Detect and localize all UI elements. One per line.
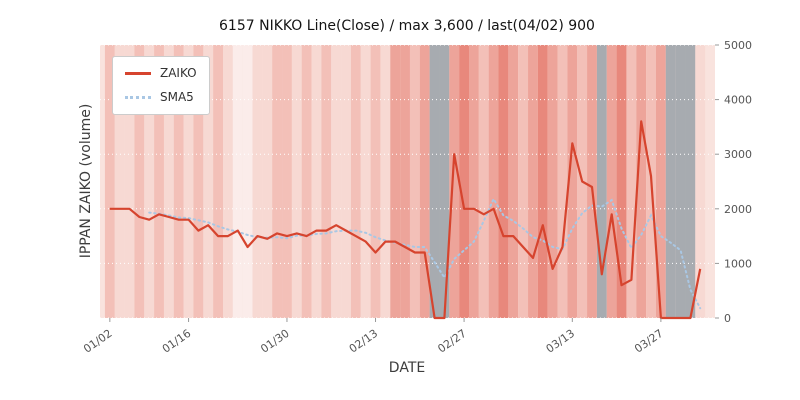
- day-band: [567, 45, 578, 318]
- day-band: [528, 45, 538, 318]
- day-band: [380, 45, 391, 318]
- gridlines: [100, 44, 715, 319]
- day-band: [695, 45, 706, 318]
- day-band: [213, 45, 223, 318]
- x-tick-label: 02/13: [347, 327, 380, 356]
- y-tick-label: 5000: [724, 39, 752, 52]
- day-band: [587, 45, 597, 318]
- sma5-line-swatch: [125, 95, 151, 99]
- day-band: [518, 45, 529, 318]
- day-band: [183, 45, 194, 318]
- x-tick-label: 03/27: [632, 327, 665, 356]
- day-band: [409, 45, 420, 318]
- day-band: [596, 45, 607, 318]
- day-band: [321, 45, 332, 318]
- day-band: [282, 45, 292, 318]
- day-band: [498, 45, 509, 318]
- day-band: [193, 45, 204, 318]
- day-band: [262, 45, 273, 318]
- day-band: [331, 45, 342, 318]
- legend: ZAIKO SMA5: [112, 56, 210, 115]
- day-band: [242, 45, 253, 318]
- day-band: [429, 45, 440, 318]
- y-tick-label: 1000: [724, 257, 752, 270]
- y-tick-label: 0: [724, 312, 731, 325]
- day-band: [685, 45, 696, 318]
- day-band: [154, 45, 164, 318]
- day-band: [508, 45, 519, 318]
- day-band: [350, 45, 361, 318]
- day-band: [478, 45, 489, 318]
- day-band: [311, 45, 322, 318]
- day-band: [419, 45, 430, 318]
- x-tick-label: 03/13: [544, 327, 577, 356]
- x-tick-label: 01/16: [160, 327, 193, 356]
- day-band: [291, 45, 302, 318]
- day-band: [626, 45, 637, 318]
- day-band: [301, 45, 312, 318]
- day-band: [144, 45, 155, 318]
- day-band: [459, 45, 469, 318]
- zaiko-line-swatch: [125, 71, 151, 75]
- day-band: [341, 45, 351, 318]
- sma5-line: [148, 196, 702, 310]
- x-tick-label: 01/02: [81, 327, 114, 356]
- day-band: [360, 45, 371, 318]
- day-band: [675, 45, 686, 318]
- day-band: [173, 45, 184, 318]
- day-band: [606, 45, 617, 318]
- x-axis-label: DATE: [388, 360, 426, 376]
- legend-label-zaiko: ZAIKO: [160, 66, 197, 80]
- day-band: [232, 45, 243, 318]
- chart-title: 6157 NIKKO Line(Close) / max 3,600 / las…: [219, 18, 595, 34]
- day-band: [252, 45, 263, 318]
- day-band: [114, 45, 125, 318]
- day-band: [390, 45, 401, 318]
- day-band: [400, 45, 410, 318]
- day-band: [655, 45, 666, 318]
- day-band: [104, 45, 115, 318]
- day-band: [163, 45, 174, 318]
- day-band: [557, 45, 568, 318]
- day-band: [370, 45, 381, 318]
- day-band: [547, 45, 558, 318]
- legend-item-zaiko: ZAIKO: [125, 66, 197, 80]
- day-band: [665, 45, 676, 318]
- y-tick-label: 4000: [724, 94, 752, 107]
- day-band: [439, 45, 450, 318]
- day-band: [616, 45, 627, 318]
- y-tick-label: 2000: [724, 203, 752, 216]
- day-band: [134, 45, 145, 318]
- day-band: [203, 45, 214, 318]
- day-band: [537, 45, 548, 318]
- day-band: [223, 45, 233, 318]
- legend-item-sma5: SMA5: [125, 90, 197, 104]
- x-tick-label: 01/30: [258, 327, 291, 356]
- day-band: [449, 45, 460, 318]
- day-band: [272, 45, 283, 318]
- y-axis-label: IPPAN ZAIKO (volume): [78, 103, 94, 259]
- day-band: [488, 45, 499, 318]
- x-tick-label: 02/27: [435, 327, 468, 356]
- legend-label-sma5: SMA5: [160, 90, 194, 104]
- day-band: [636, 45, 647, 318]
- day-band: [124, 45, 135, 318]
- background-bands: [104, 45, 706, 318]
- y-tick-label: 3000: [724, 148, 752, 161]
- zaiko-line: [109, 120, 702, 320]
- day-band: [469, 45, 479, 318]
